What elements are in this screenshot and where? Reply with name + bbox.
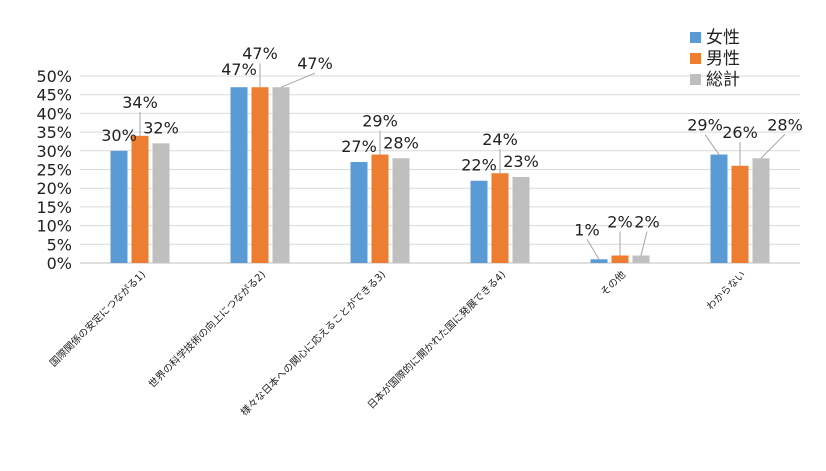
- legend-label: 女性: [706, 28, 740, 48]
- bar: [710, 154, 728, 263]
- legend-swatch: [690, 53, 701, 64]
- legend-swatch: [690, 74, 701, 85]
- legend-label: 総計: [706, 70, 740, 90]
- bar: [470, 180, 488, 263]
- category-label: その他: [598, 268, 628, 298]
- bar: [611, 255, 629, 263]
- data-label: 32%: [143, 118, 179, 137]
- gridlines: [80, 75, 800, 264]
- y-tick-label: 0%: [47, 254, 72, 273]
- bar: [731, 165, 749, 263]
- data-label: 24%: [482, 130, 518, 149]
- label-leader-lines: [139, 63, 786, 260]
- bar: [512, 176, 530, 263]
- data-label: 28%: [383, 133, 419, 152]
- data-label: 34%: [122, 93, 158, 112]
- x-axis-categories: 国際関係の安定につながる1)世界の科学技術の向上につながる2)様々な日本への関心…: [47, 268, 748, 419]
- y-axis-ticks: 0%5%10%15%20%25%30%35%40%45%50%: [36, 67, 72, 273]
- y-tick-label: 35%: [36, 123, 72, 142]
- y-tick-label: 5%: [47, 235, 72, 254]
- category-label: 日本が国際的に開かれた国に発展できる4): [365, 268, 509, 412]
- bar: [752, 158, 770, 263]
- data-label: 29%: [362, 112, 398, 131]
- bar: [110, 150, 128, 263]
- data-label: 47%: [242, 44, 278, 63]
- bar: [152, 143, 170, 263]
- y-tick-label: 10%: [36, 217, 72, 236]
- leader-line: [640, 231, 648, 256]
- category-label: 様々な日本への関心に応えることができる3): [238, 268, 389, 419]
- y-tick-label: 50%: [36, 67, 72, 86]
- data-label: 30%: [101, 126, 137, 145]
- leader-line: [760, 133, 786, 159]
- leader-line: [280, 72, 316, 88]
- data-label: 2%: [634, 213, 659, 232]
- data-label: 28%: [767, 115, 803, 134]
- data-label: 2%: [607, 213, 632, 232]
- data-label: 29%: [687, 116, 723, 135]
- data-label: 22%: [461, 156, 497, 175]
- y-tick-label: 20%: [36, 179, 72, 198]
- y-tick-label: 45%: [36, 86, 72, 105]
- category-label: 国際関係の安定につながる1): [47, 268, 148, 369]
- data-labels: 30%34%32%47%47%47%27%29%28%22%24%23%1% 2%…: [101, 44, 803, 239]
- category-label: 世界の科学技術の向上につながる2): [146, 268, 269, 391]
- data-label: 47%: [297, 54, 333, 73]
- bar: [371, 154, 389, 263]
- bars: [110, 87, 770, 263]
- bar: [392, 158, 410, 263]
- bar: [491, 173, 509, 263]
- y-tick-label: 15%: [36, 198, 72, 217]
- data-label: 26%: [722, 123, 758, 142]
- legend-label: 男性: [706, 49, 740, 69]
- bar: [590, 259, 608, 263]
- legend-swatch: [690, 32, 701, 43]
- data-label: 1%: [574, 220, 599, 239]
- y-tick-label: 40%: [36, 104, 72, 123]
- bar: [131, 135, 149, 263]
- category-label: わからない: [704, 269, 748, 313]
- data-label: 23%: [503, 152, 539, 171]
- data-label: 47%: [221, 60, 257, 79]
- y-tick-label: 30%: [36, 142, 72, 161]
- bar: [230, 87, 248, 263]
- data-label: 27%: [341, 137, 377, 156]
- bar: [632, 255, 650, 263]
- bar: [251, 87, 269, 263]
- leader-line: [586, 239, 600, 260]
- y-tick-label: 25%: [36, 161, 72, 180]
- leader-line: [704, 134, 720, 155]
- bar: [350, 162, 368, 263]
- bar: [272, 87, 290, 263]
